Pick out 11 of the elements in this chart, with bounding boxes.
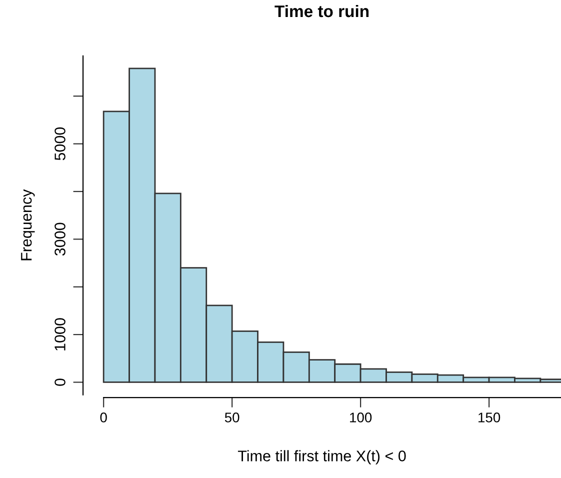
y-tick-label: 1000: [54, 318, 66, 350]
x-axis-title: Time till first time X(t) < 0: [238, 450, 406, 464]
x-tick-label: 50: [224, 412, 240, 422]
y-axis-title: Frequency: [21, 189, 35, 260]
chart-title: Time to ruin: [274, 4, 369, 18]
x-tick-label: 150: [478, 412, 500, 422]
y-tick-label: 0: [54, 378, 66, 386]
y-tick-label: 3000: [54, 222, 66, 256]
x-tick-label: 0: [100, 412, 107, 422]
x-tick-label: 100: [350, 412, 372, 422]
y-tick-label: 5000: [54, 127, 66, 160]
